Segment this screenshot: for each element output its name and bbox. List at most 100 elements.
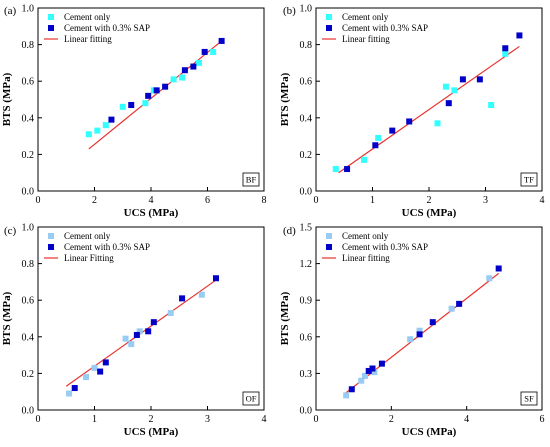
y-axis-title: BTS (MPa): [279, 72, 291, 126]
sap-marker: [516, 32, 523, 39]
legend-label: Cement with 0.3% SAP: [342, 242, 428, 252]
x-tick-label: 1: [92, 414, 97, 425]
y-tick-label: 0.8: [22, 259, 35, 270]
x-tick-label: 6: [205, 195, 210, 206]
legend-label: Cement only: [342, 231, 389, 241]
sap-marker: [348, 386, 355, 393]
y-tick-label: 0.0: [300, 187, 313, 198]
cement-only-marker: [358, 377, 365, 384]
cement-only-marker: [407, 336, 414, 343]
x-tick-label: 4: [149, 195, 154, 206]
cement-only-marker: [502, 50, 509, 57]
x-tick-label: 0: [314, 414, 319, 425]
legend-cement-only-swatch: [48, 233, 54, 239]
x-tick-label: 2: [389, 414, 394, 425]
legend-label: Cement with 0.3% SAP: [64, 23, 150, 33]
sap-marker: [190, 63, 197, 70]
panel-label: (b): [283, 5, 296, 17]
x-tick-label: 0: [36, 195, 41, 206]
panel-label: (a): [4, 5, 17, 17]
x-tick-label: 3: [205, 414, 210, 425]
corner-label-box: [242, 391, 260, 406]
cement-only-marker: [442, 83, 449, 90]
y-tick-label: 0.6: [300, 77, 313, 88]
y-tick-label: 1.5: [300, 223, 313, 234]
x-tick-label: 0: [36, 414, 41, 425]
x-tick-label: 4: [464, 414, 469, 425]
cement-only-marker: [119, 103, 126, 110]
cement-only-marker: [448, 305, 455, 312]
sap-marker: [162, 83, 169, 90]
sap-marker: [495, 265, 502, 272]
corner-label-box: [242, 172, 260, 187]
legend-cement-only-swatch: [326, 233, 332, 239]
x-axis-title: UCS (MPa): [402, 426, 457, 438]
legend-sap-swatch: [326, 244, 332, 250]
sap-marker: [378, 360, 385, 367]
sap-marker: [181, 67, 188, 74]
y-tick-label: 0.6: [22, 296, 35, 307]
x-tick-label: 2: [427, 195, 432, 206]
corner-label: SF: [524, 394, 534, 404]
cement-only-marker: [102, 122, 109, 129]
y-axis-title: BTS (MPa): [279, 291, 291, 345]
cement-only-marker: [371, 369, 378, 376]
legend-label: Linear fitting: [342, 253, 390, 263]
panel-label: (c): [4, 225, 17, 237]
legend-label: Cement with 0.3% SAP: [64, 242, 150, 252]
sap-marker: [372, 142, 379, 149]
y-tick-label: 0.6: [22, 77, 35, 88]
sap-marker: [108, 116, 115, 123]
sap-marker: [145, 92, 152, 99]
legend-sap-swatch: [48, 244, 54, 250]
y-tick-label: 0.2: [300, 150, 313, 161]
sap-marker: [429, 319, 436, 326]
y-tick-label: 1.0: [22, 223, 35, 234]
x-tick-label: 1: [370, 195, 375, 206]
y-axis-title: BTS (MPa): [1, 72, 13, 126]
cement-only-marker: [332, 166, 339, 173]
y-tick-label: 0.8: [300, 40, 313, 51]
legend-sap-swatch: [48, 25, 54, 31]
cement-only-marker: [91, 364, 98, 371]
cement-only-marker: [136, 328, 143, 335]
y-tick-label: 0.4: [22, 113, 35, 124]
corner-label-box: [520, 172, 538, 187]
legend-cement-only-swatch: [48, 14, 54, 20]
cement-only-marker: [122, 335, 129, 342]
cement-only-marker: [128, 341, 135, 348]
x-tick-label: 4: [540, 195, 545, 206]
sap-marker: [389, 127, 396, 134]
x-axis-title: UCS (MPa): [402, 207, 457, 219]
sap-marker: [201, 48, 208, 55]
legend-label: Cement only: [342, 12, 389, 22]
sap-marker: [71, 385, 78, 392]
fit-line: [338, 45, 520, 174]
cement-only-marker: [486, 275, 493, 282]
y-tick-label: 0.4: [300, 113, 313, 124]
legend-sap-swatch: [326, 25, 332, 31]
cement-only-marker: [361, 372, 368, 379]
sap-marker: [445, 100, 452, 107]
corner-label: TF: [524, 175, 534, 185]
x-tick-label: 8: [262, 195, 267, 206]
y-tick-label: 0.2: [22, 150, 35, 161]
y-tick-label: 0.6: [300, 332, 313, 343]
panel-bf: 0 2 4 6 8 0.0 0.2 0.4 0.6 0.8 1.0 UCS (MPa) BTS (MPa…: [1, 4, 267, 220]
x-axis-title: UCS (MPa): [124, 426, 179, 438]
cement-only-marker: [83, 374, 90, 381]
sap-marker: [365, 367, 372, 374]
sap-marker: [456, 300, 463, 307]
cement-only-marker: [196, 59, 203, 66]
y-tick-label: 0.2: [22, 369, 35, 380]
cement-only-marker: [170, 76, 177, 83]
cement-only-marker: [451, 87, 458, 94]
y-tick-label: 0.0: [300, 406, 313, 417]
cement-only-marker: [343, 392, 350, 399]
y-tick-label: 1.0: [300, 4, 313, 15]
y-tick-label: 0.4: [22, 332, 35, 343]
sap-marker: [145, 328, 152, 335]
corner-label: OF: [246, 394, 257, 404]
cement-only-marker: [488, 101, 495, 108]
